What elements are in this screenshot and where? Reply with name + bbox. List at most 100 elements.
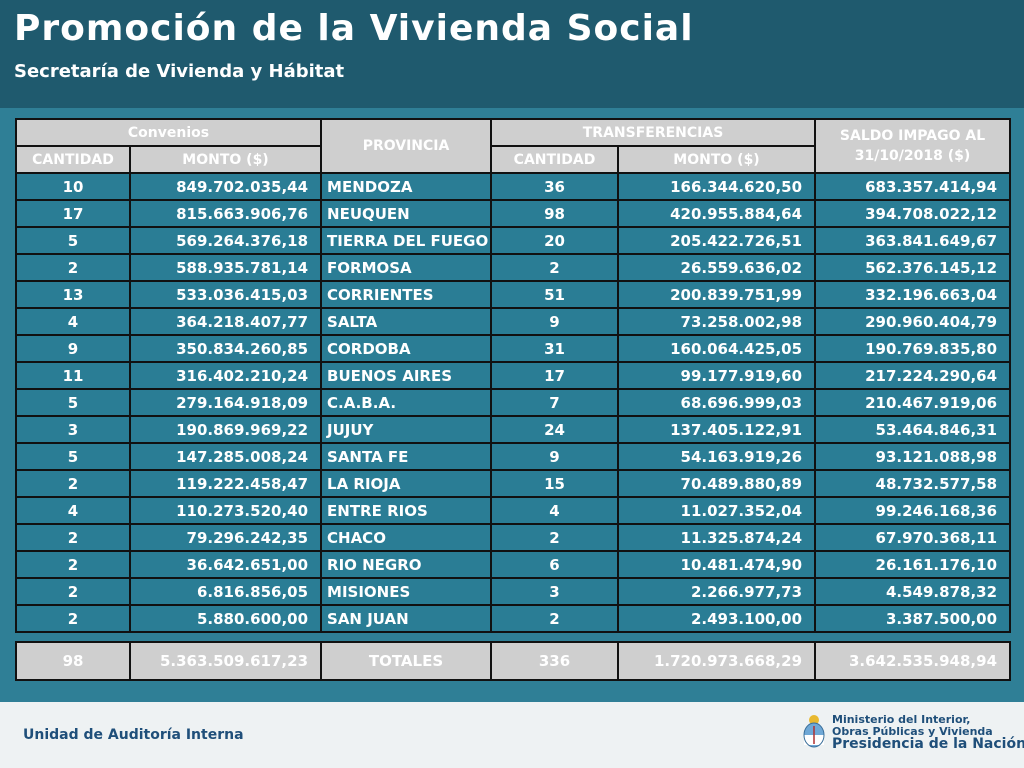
table-row: 17 815.663.906,76 NEUQUEN 98 420.955.884,64 3… — [15, 199, 1012, 228]
convenios-monto-cell: 79.296.242,35 — [128, 523, 323, 552]
transferencias-monto-cell: 200.839.751,99 — [617, 280, 817, 309]
total-convenios-cantidad: 98 — [15, 641, 131, 681]
provincia-cell: CORDOBA — [320, 334, 493, 363]
convenios-cantidad-cell: 4 — [15, 307, 131, 336]
saldo-cell: 363.841.649,67 — [814, 226, 1012, 255]
convenios-monto-cell: 5.880.600,00 — [128, 604, 323, 633]
table-row: 3 190.869.969,22 JUJUY 24 137.405.122,91 53.4… — [15, 415, 1012, 444]
provincia-cell: ENTRE RIOS — [320, 496, 493, 525]
transferencias-monto-cell: 137.405.122,91 — [617, 415, 817, 444]
transferencias-monto-cell: 73.258.002,98 — [617, 307, 817, 336]
saldo-cell: 217.224.290,64 — [814, 361, 1012, 390]
saldo-cell: 210.467.919,06 — [814, 388, 1012, 417]
table-row: 4 110.273.520,40 ENTRE RIOS 4 11.027.352,04 9… — [15, 496, 1012, 525]
saldo-cell: 26.161.176,10 — [814, 550, 1012, 579]
convenios-cantidad-cell: 2 — [15, 253, 131, 282]
convenios-monto-cell: 190.869.969,22 — [128, 415, 323, 444]
provincia-cell: TIERRA DEL FUEGO — [320, 226, 493, 255]
table-row: 4 364.218.407,77 SALTA 9 73.258.002,98 290.96… — [15, 307, 1012, 336]
table-row: 2 6.816.856,05 MISIONES 3 2.266.977,73 4.549.… — [15, 577, 1012, 606]
presidency-name: Presidencia de la Nación — [832, 736, 1024, 752]
saldo-cell: 67.970.368,11 — [814, 523, 1012, 552]
transferencias-monto-cell: 166.344.620,50 — [617, 172, 817, 201]
ministry-name: Ministerio del Interior, Obras Públicas … — [832, 714, 993, 738]
table-row: 2 588.935.781,14 FORMOSA 2 26.559.636,02 562.… — [15, 253, 1012, 282]
footer-bar: Unidad de Auditoría Interna Ministerio d… — [0, 702, 1024, 768]
provincia-cell: NEUQUEN — [320, 199, 493, 228]
convenios-cantidad-cell: 5 — [15, 388, 131, 417]
table-body: 10 849.702.035,44 MENDOZA 36 166.344.620,50 6… — [15, 172, 1012, 633]
convenios-monto-cell: 569.264.376,18 — [128, 226, 323, 255]
provincia-cell: MISIONES — [320, 577, 493, 606]
provincia-cell: FORMOSA — [320, 253, 493, 282]
transferencias-monto-cell: 2.493.100,00 — [617, 604, 817, 633]
transferencias-monto-cell: 160.064.425,05 — [617, 334, 817, 363]
convenios-cantidad-cell: 17 — [15, 199, 131, 228]
convenios-monto-cell: 36.642.651,00 — [128, 550, 323, 579]
convenios-cantidad-cell: 2 — [15, 577, 131, 606]
convenios-monto-cell: 815.663.906,76 — [128, 199, 323, 228]
convenios-monto-cell: 350.834.260,85 — [128, 334, 323, 363]
header-transferencias-cantidad: CANTIDAD — [490, 145, 620, 174]
argentina-coat-of-arms-icon — [803, 715, 825, 748]
saldo-cell: 4.549.878,32 — [814, 577, 1012, 606]
convenios-cantidad-cell: 5 — [15, 226, 131, 255]
convenios-monto-cell: 6.816.856,05 — [128, 577, 323, 606]
transferencias-monto-cell: 11.027.352,04 — [617, 496, 817, 525]
transferencias-monto-cell: 70.489.880,89 — [617, 469, 817, 498]
transferencias-cantidad-cell: 9 — [490, 442, 620, 471]
convenios-monto-cell: 279.164.918,09 — [128, 388, 323, 417]
transferencias-monto-cell: 420.955.884,64 — [617, 199, 817, 228]
page-subtitle: Secretaría de Vivienda y Hábitat — [14, 61, 345, 82]
saldo-cell: 332.196.663,04 — [814, 280, 1012, 309]
table-row: 2 119.222.458,47 LA RIOJA 15 70.489.880,89 48… — [15, 469, 1012, 498]
provincia-cell: SAN JUAN — [320, 604, 493, 633]
transferencias-cantidad-cell: 9 — [490, 307, 620, 336]
saldo-cell: 99.246.168,36 — [814, 496, 1012, 525]
convenios-cantidad-cell: 2 — [15, 469, 131, 498]
table-row: 2 79.296.242,35 CHACO 2 11.325.874,24 67.970.… — [15, 523, 1012, 552]
convenios-cantidad-cell: 5 — [15, 442, 131, 471]
convenios-cantidad-cell: 4 — [15, 496, 131, 525]
saldo-cell: 394.708.022,12 — [814, 199, 1012, 228]
table-row: 11 316.402.210,24 BUENOS AIRES 17 99.177.919… — [15, 361, 1012, 390]
saldo-cell: 93.121.088,98 — [814, 442, 1012, 471]
saldo-cell: 53.464.846,31 — [814, 415, 1012, 444]
transferencias-cantidad-cell: 51 — [490, 280, 620, 309]
header-transferencias-monto: MONTO ($) — [617, 145, 817, 174]
table-row: 2 5.880.600,00 SAN JUAN 2 2.493.100,00 3.387.… — [15, 604, 1012, 633]
convenios-monto-cell: 849.702.035,44 — [128, 172, 323, 201]
convenios-cantidad-cell: 3 — [15, 415, 131, 444]
convenios-monto-cell: 364.218.407,77 — [128, 307, 323, 336]
table-row: 5 147.285.008,24 SANTA FE 9 54.163.919,26 93.… — [15, 442, 1012, 471]
total-transferencias-monto: 1.720.973.668,29 — [617, 641, 817, 681]
table-row: 13 533.036.415,03 CORRIENTES 51 200.839.751,… — [15, 280, 1012, 309]
transferencias-cantidad-cell: 3 — [490, 577, 620, 606]
ministry-line-2: Obras Públicas y Vivienda — [832, 725, 993, 738]
transferencias-monto-cell: 54.163.919,26 — [617, 442, 817, 471]
saldo-cell: 190.769.835,80 — [814, 334, 1012, 363]
saldo-cell: 562.376.145,12 — [814, 253, 1012, 282]
housing-table: Convenios PROVINCIA TRANSFERENCIAS SALDO… — [14, 118, 1012, 681]
header-convenios-cantidad: CANTIDAD — [15, 145, 131, 174]
header-transferencias: TRANSFERENCIAS — [490, 118, 817, 147]
convenios-monto-cell: 316.402.210,24 — [128, 361, 323, 390]
convenios-cantidad-cell: 11 — [15, 361, 131, 390]
provincia-cell: CHACO — [320, 523, 493, 552]
transferencias-cantidad-cell: 17 — [490, 361, 620, 390]
spacer-row — [16, 631, 1011, 643]
convenios-monto-cell: 147.285.008,24 — [128, 442, 323, 471]
provincia-cell: CORRIENTES — [320, 280, 493, 309]
total-saldo: 3.642.535.948,94 — [814, 641, 1012, 681]
total-transferencias-cantidad: 336 — [490, 641, 620, 681]
transferencias-cantidad-cell: 36 — [490, 172, 620, 201]
convenios-cantidad-cell: 2 — [15, 550, 131, 579]
table-row: 2 36.642.651,00 RIO NEGRO 6 10.481.474,90 26.… — [15, 550, 1012, 579]
saldo-cell: 683.357.414,94 — [814, 172, 1012, 201]
table-row: 9 350.834.260,85 CORDOBA 31 160.064.425,05 19… — [15, 334, 1012, 363]
transferencias-monto-cell: 10.481.474,90 — [617, 550, 817, 579]
transferencias-cantidad-cell: 2 — [490, 253, 620, 282]
saldo-cell: 290.960.404,79 — [814, 307, 1012, 336]
convenios-cantidad-cell: 10 — [15, 172, 131, 201]
provincia-cell: RIO NEGRO — [320, 550, 493, 579]
